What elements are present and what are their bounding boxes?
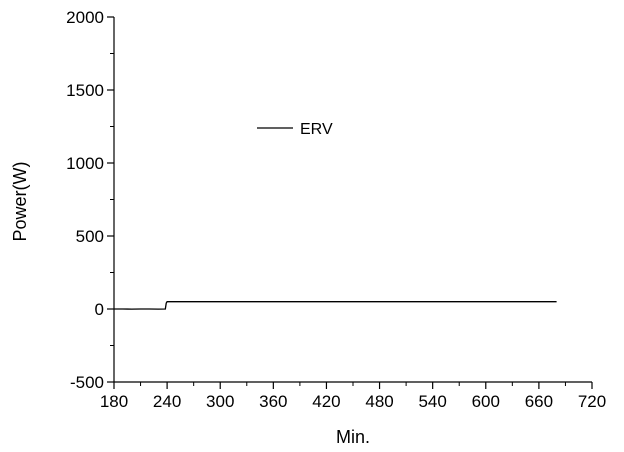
series-line-erv xyxy=(114,301,557,310)
x-tick-label: 600 xyxy=(472,392,500,411)
legend: ERV xyxy=(257,121,333,138)
y-tick-label: 1000 xyxy=(66,154,104,173)
x-tick-label: 480 xyxy=(365,392,393,411)
plot-area xyxy=(114,301,557,310)
y-tick-label: -500 xyxy=(70,373,104,392)
x-tick-label: 720 xyxy=(578,392,606,411)
x-tick-label: 660 xyxy=(525,392,553,411)
legend-label: ERV xyxy=(300,121,333,138)
x-tick-label: 240 xyxy=(153,392,181,411)
y-tick-label: 1500 xyxy=(66,81,104,100)
x-tick-label: 360 xyxy=(259,392,287,411)
x-tick-label: 540 xyxy=(418,392,446,411)
x-tick-label: 300 xyxy=(206,392,234,411)
x-tick-label: 180 xyxy=(100,392,128,411)
x-axis-title: Min. xyxy=(336,427,370,447)
y-tick-label: 500 xyxy=(76,227,104,246)
x-axis: 180 240 300 360 420 480 540 600 660 720 xyxy=(100,381,606,411)
y-axis: -500 0 500 1000 1500 2000 xyxy=(66,8,115,392)
x-tick-label: 420 xyxy=(312,392,340,411)
y-tick-label: 0 xyxy=(95,300,104,319)
y-tick-label: 2000 xyxy=(66,8,104,27)
y-axis-title: Power(W) xyxy=(10,162,30,242)
